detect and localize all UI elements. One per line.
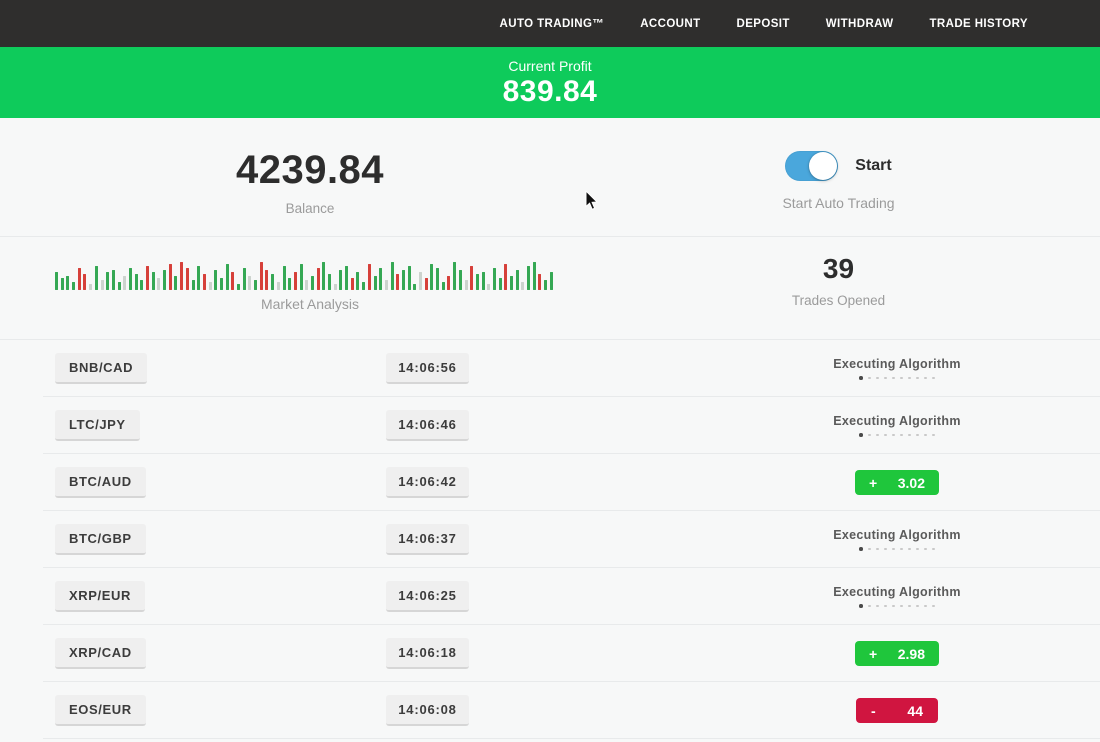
nav-item[interactable]: AUTO TRADING™ [499,17,605,30]
progress-dots [859,604,935,608]
current-profit-value: 839.84 [502,75,598,108]
nav-item[interactable]: DEPOSIT [736,17,790,30]
trade-row: EOS/EUR 14:06:08 -44 [0,682,1100,739]
pair-badge[interactable]: XRP/CAD [55,638,146,669]
auto-trading-toggle[interactable] [785,151,839,181]
trade-row: BNB/CAD 14:06:56 Executing Algorithm [0,340,1100,397]
progress-dots [859,376,935,380]
row-divider [43,624,1100,625]
current-profit-label: Current Profit [508,58,592,74]
progress-dots [859,547,935,551]
status-executing: Executing Algorithm [833,528,960,551]
row-divider [43,453,1100,454]
trade-row: BTC/AUD 14:06:42 +3.02 [0,454,1100,511]
nav-item[interactable]: WITHDRAW [825,17,894,30]
top-nav: AUTO TRADING™ ACCOUNT DEPOSIT WITHDRAW T… [0,0,1100,47]
pair-badge[interactable]: BNB/CAD [55,353,148,384]
time-badge: 14:06:46 [386,410,469,441]
trade-row: XRP/EUR 14:06:25 Executing Algorithm [0,568,1100,625]
trade-row: XRP/CAD 14:06:18 +2.98 [0,625,1100,682]
status-executing: Executing Algorithm [833,414,960,437]
time-badge: 14:06:25 [386,581,469,612]
pair-badge[interactable]: XRP/EUR [55,581,145,612]
nav-item[interactable]: TRADE HISTORY [929,17,1028,30]
pair-badge[interactable]: LTC/JPY [55,410,140,441]
balance-label: Balance [285,201,335,216]
progress-dots [859,433,935,437]
balance-value: 4239.84 [235,148,385,192]
status-result-badge: -44 [856,698,938,723]
toggle-label: Start [855,157,892,174]
time-badge: 14:06:56 [386,353,469,384]
balance-section: 4239.84 Balance Start Start Auto Trading [0,118,1100,237]
row-divider [43,738,1100,739]
nav-item[interactable]: ACCOUNT [640,17,701,30]
trade-row: BTC/GBP 14:06:37 Executing Algorithm [0,511,1100,568]
status-executing: Executing Algorithm [833,357,960,380]
row-divider [43,510,1100,511]
row-divider [43,567,1100,568]
pair-badge[interactable]: EOS/EUR [55,695,146,726]
toggle-knob [809,152,838,180]
market-analysis-label: Market Analysis [260,296,360,312]
time-badge: 14:06:18 [386,638,469,669]
time-badge: 14:06:08 [386,695,469,726]
section-divider [0,339,1100,340]
current-profit-banner: Current Profit 839.84 [0,47,1100,118]
section-divider [0,236,1100,237]
trade-row: LTC/JPY 14:06:46 Executing Algorithm [0,397,1100,454]
status-result-badge: +3.02 [855,470,939,495]
row-divider [43,681,1100,682]
row-divider [43,396,1100,397]
time-badge: 14:06:42 [386,467,469,498]
pair-badge[interactable]: BTC/AUD [55,467,146,498]
market-section: Market Analysis 39 Trades Opened [0,237,1100,340]
market-analysis-chart [55,260,556,290]
trades-list: BNB/CAD 14:06:56 Executing Algorithm LTC… [0,340,1100,739]
trades-opened-value: 39 [822,253,855,284]
status-executing: Executing Algorithm [833,585,960,608]
auto-trading-caption: Start Auto Trading [782,195,895,211]
time-badge: 14:06:37 [386,524,469,555]
status-result-badge: +2.98 [855,641,939,666]
pair-badge[interactable]: BTC/GBP [55,524,146,555]
trades-opened-label: Trades Opened [791,293,886,308]
